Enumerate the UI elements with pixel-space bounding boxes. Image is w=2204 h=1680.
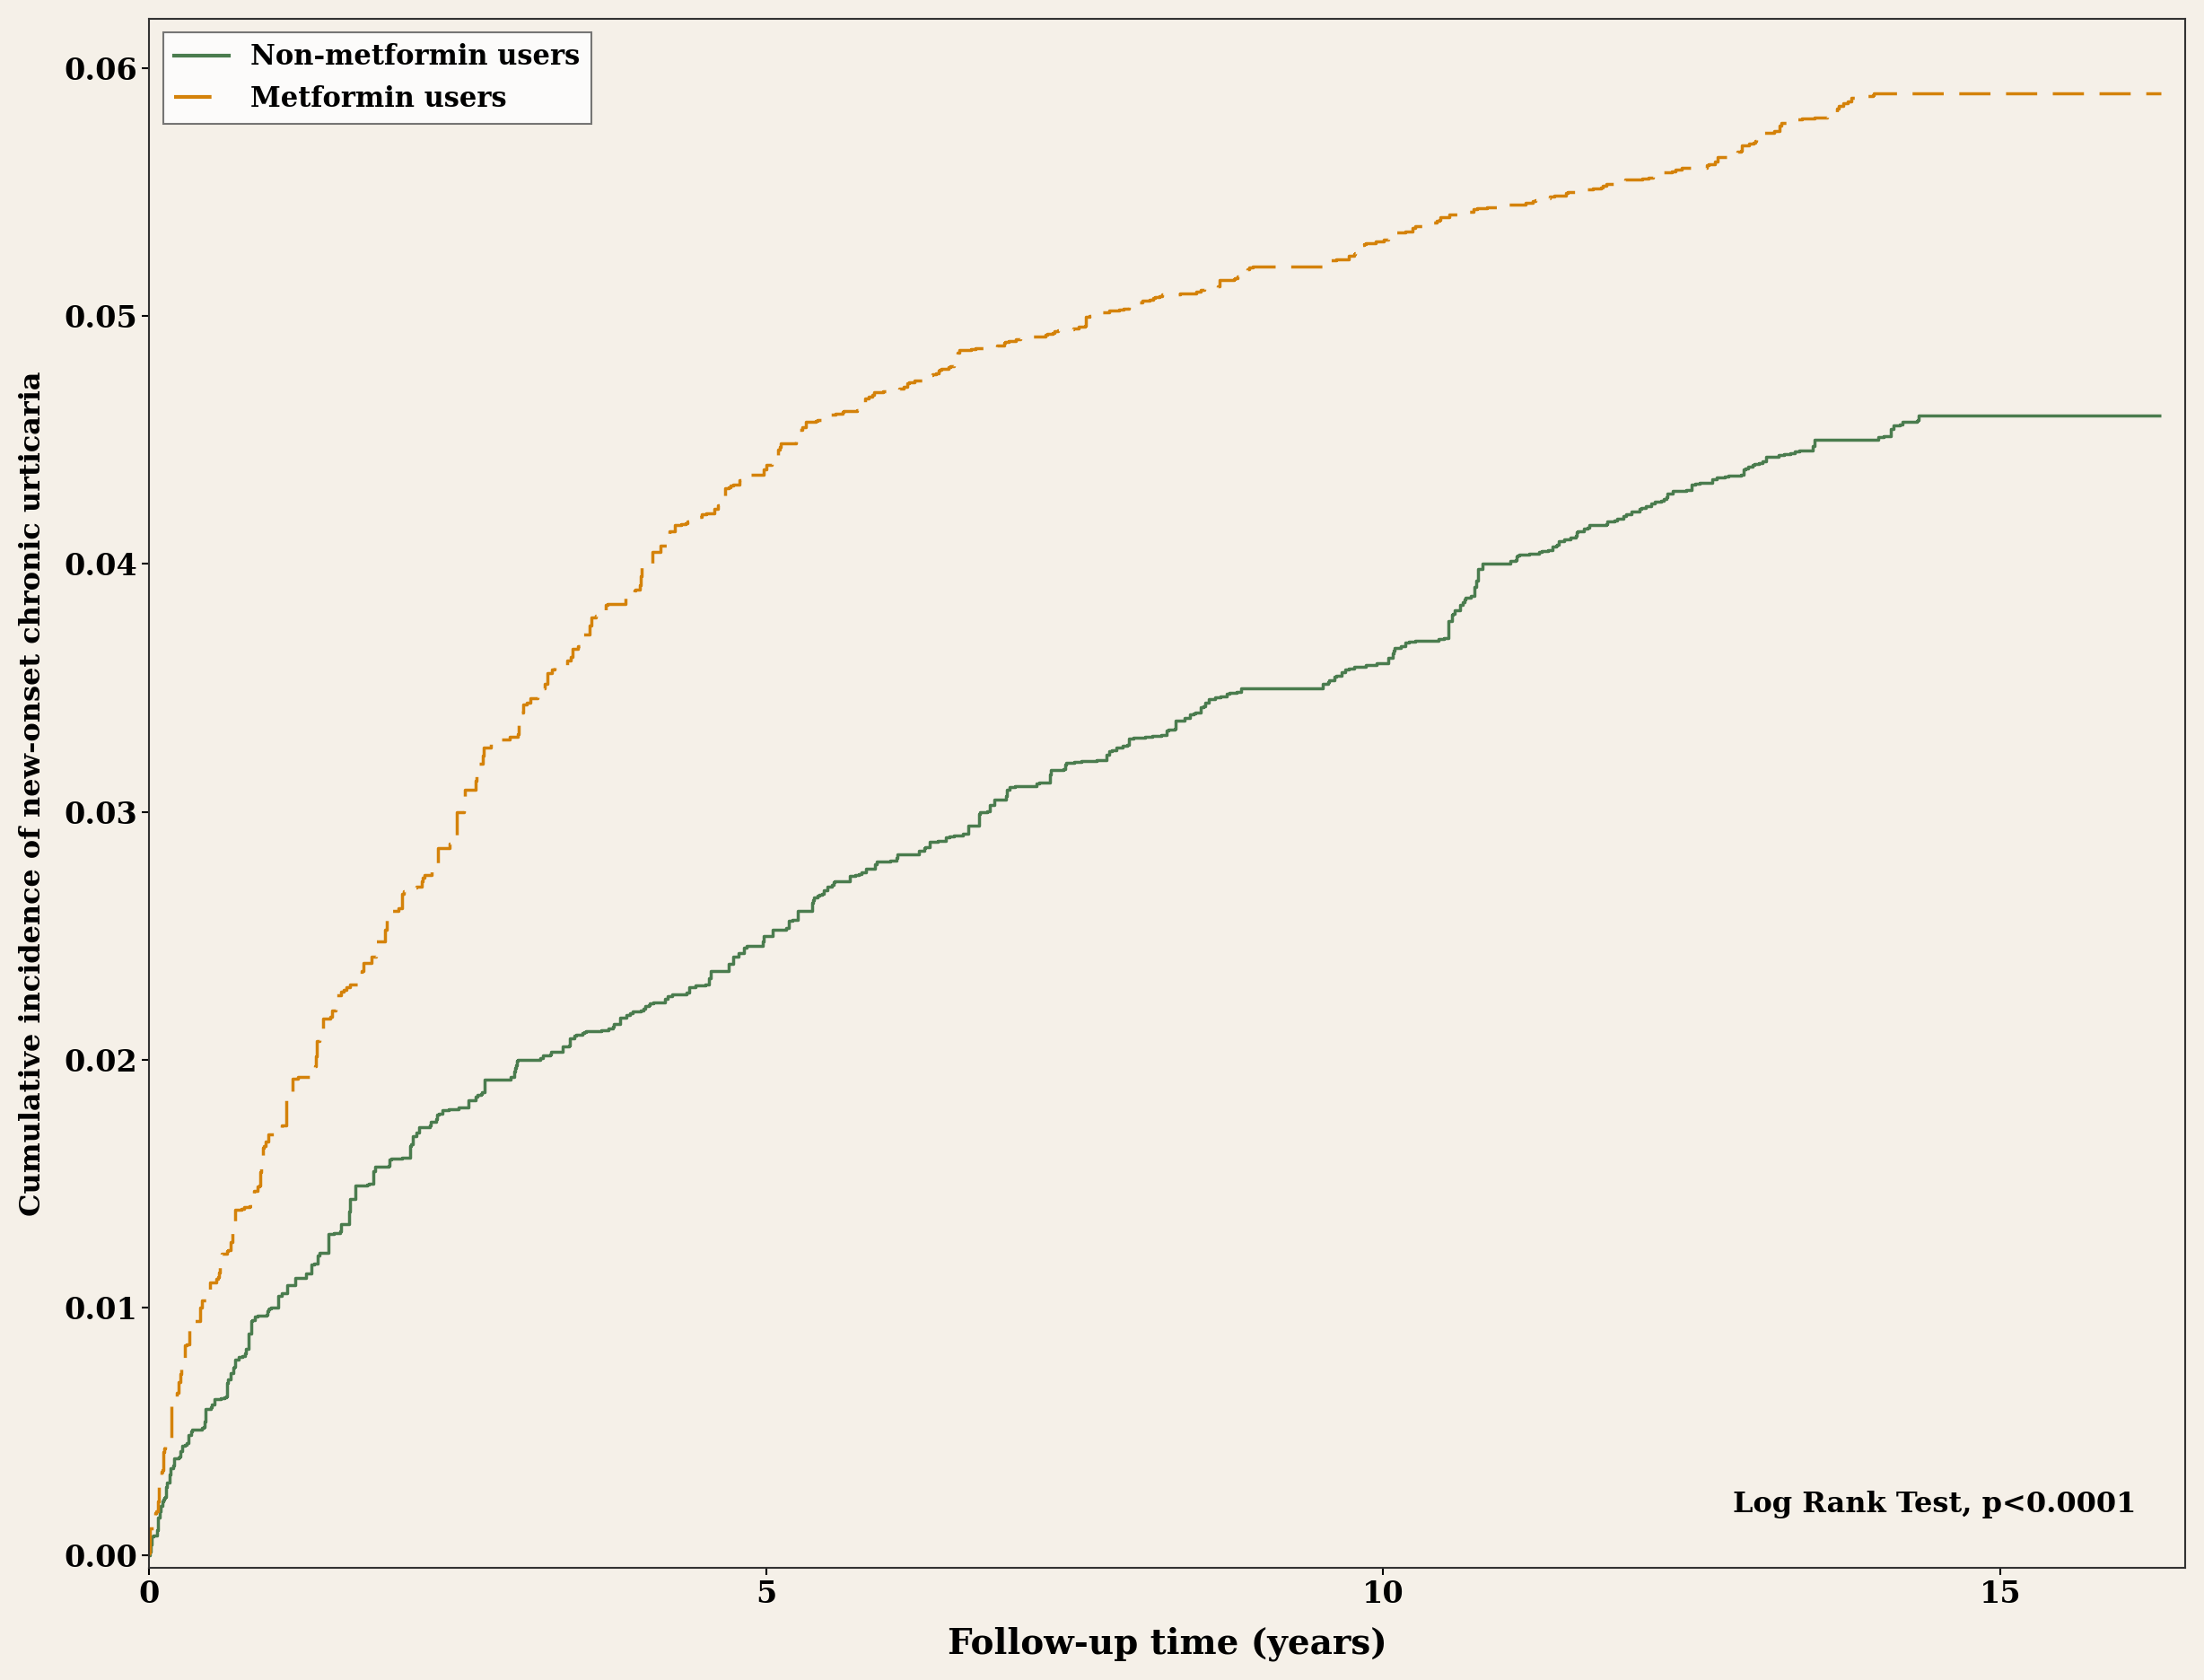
Non-metformin users [2147,405,2173,425]
Non-metformin users [807,884,833,904]
Y-axis label: Cumulative incidence of new-onset chronic urticaria: Cumulative incidence of new-onset chroni… [18,371,46,1216]
Metformin users [1051,321,1078,341]
Metformin users [247,1169,273,1189]
Non-metformin users [1190,697,1217,717]
Metformin users [1860,82,1887,102]
Non-metformin users [238,1312,264,1332]
Metformin users [2147,82,2173,102]
Non-metformin users [1913,405,1940,425]
Text: Log Rank Test, p<0.0001: Log Rank Test, p<0.0001 [1732,1490,2136,1519]
Legend: Non-metformin users, Metformin users: Non-metformin users, Metformin users [163,32,591,124]
Metformin users [798,412,824,432]
Line: Non-metformin users: Non-metformin users [150,415,2160,1556]
Line: Metformin users: Metformin users [150,92,2160,1556]
Non-metformin users [1234,679,1261,699]
Non-metformin users [137,1546,163,1566]
Metformin users [1195,279,1221,299]
Non-metformin users [192,1418,218,1438]
Metformin users [190,1297,216,1317]
Metformin users [1236,259,1263,279]
Metformin users [137,1546,163,1566]
Non-metformin users [1054,754,1080,774]
X-axis label: Follow-up time (years): Follow-up time (years) [948,1626,1386,1662]
